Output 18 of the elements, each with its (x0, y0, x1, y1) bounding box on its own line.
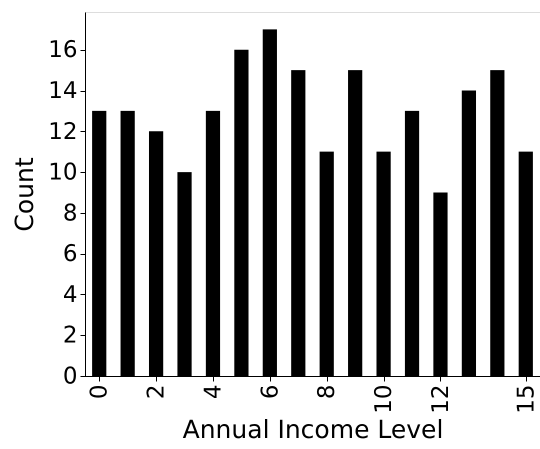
x-tick-label: 12 (428, 384, 454, 414)
x-tick-label: 10 (371, 384, 398, 414)
x-tick-label: 15 (513, 384, 540, 414)
y-tick-label: 14 (48, 78, 78, 104)
y-tick-label: 12 (48, 118, 78, 145)
y-tick-label: 16 (48, 37, 78, 64)
y-tick-label: 6 (62, 241, 78, 268)
y-tick-label: 2 (62, 322, 78, 349)
x-tick-label: 0 (86, 384, 113, 400)
x-tick-label: 4 (200, 384, 226, 400)
y-axis-title: Count (10, 157, 40, 232)
x-tick-label: 6 (257, 384, 284, 400)
y-tick-label: 8 (62, 200, 78, 226)
x-tick-label: 8 (314, 384, 340, 400)
y-tick-label: 10 (48, 160, 78, 186)
x-axis-title: Annual Income Level (182, 414, 444, 444)
y-tick-label: 4 (62, 282, 78, 308)
x-tick-label: 2 (144, 384, 170, 400)
